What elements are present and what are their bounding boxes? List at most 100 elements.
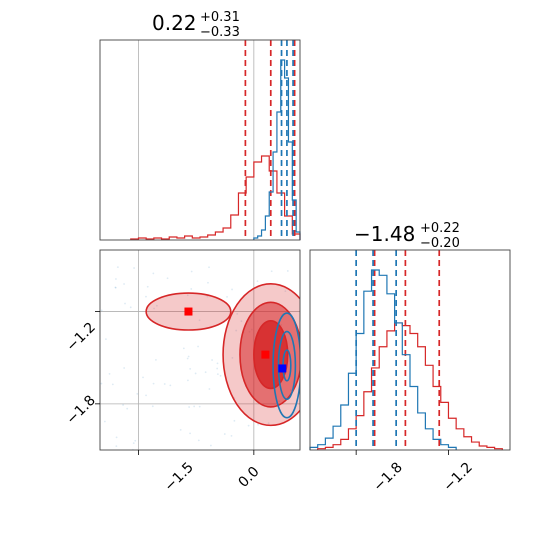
scatter-point (122, 404, 124, 406)
joint-contour-panel (95, 249, 301, 455)
marginal-x-title-value: 0.22 (152, 11, 197, 35)
scatter-point (186, 357, 189, 360)
marginal-y-title-lower: −0.20 (420, 236, 460, 251)
joint-y-tick-label: −1.2 (64, 319, 99, 354)
scatter-point (231, 288, 233, 291)
scatter-point (105, 338, 107, 341)
scatter-point (123, 367, 126, 369)
scatter-point (194, 372, 197, 375)
scatter-point (187, 379, 189, 382)
marker-red (184, 307, 193, 316)
scatter-point (230, 434, 233, 437)
scatter-point (114, 286, 117, 289)
scatter-point (190, 270, 193, 273)
scatter-point (235, 329, 238, 332)
scatter-point (210, 444, 212, 447)
scatter-point (124, 302, 126, 305)
marker-blue (278, 364, 287, 373)
scatter-point (126, 407, 129, 410)
scatter-point (100, 382, 103, 385)
scatter-point (108, 372, 111, 375)
scatter-point (145, 394, 147, 397)
joint-x-tick-label: 0.0 (236, 464, 263, 491)
panel-frame (99, 249, 301, 451)
scatter-point (152, 272, 155, 275)
scatter-point (188, 406, 191, 408)
scatter-point (240, 320, 243, 323)
scatter-point (216, 367, 219, 370)
scatter-point (204, 371, 207, 374)
scatter-point (123, 283, 125, 285)
scatter-point (197, 345, 199, 348)
scatter-point (152, 382, 155, 385)
scatter-point (115, 436, 118, 439)
scatter-point (198, 319, 201, 322)
scatter-point (198, 405, 201, 408)
scatter-point (146, 285, 149, 288)
marginal-y-tick-label: −1.8 (371, 459, 406, 494)
joint-contents (100, 266, 300, 450)
panel-frame (99, 39, 301, 241)
scatter-point (189, 432, 191, 435)
marginal-x-histogram (99, 39, 301, 241)
scatter-point (233, 419, 236, 422)
joint-y-tick-label: −1.8 (64, 392, 99, 427)
scatter-point (136, 392, 139, 395)
scatter-point (206, 295, 209, 298)
scatter-point (256, 280, 259, 283)
scatter-point (133, 267, 135, 269)
marginal-y-title-value: −1.48 (354, 222, 415, 246)
scatter-point (286, 270, 289, 272)
scatter-point (216, 373, 219, 376)
contour-blue-level (272, 312, 300, 419)
scatter-point (169, 384, 172, 387)
scatter-point (193, 405, 196, 408)
scatter-point (163, 383, 166, 385)
scatter-point (247, 424, 250, 427)
scatter-point (103, 420, 106, 423)
scatter-point (208, 266, 210, 269)
scatter-point (129, 306, 132, 309)
scatter-point (142, 376, 144, 379)
scatter-point (211, 359, 213, 361)
histogram-red (130, 155, 301, 240)
scatter-point (182, 347, 185, 350)
scatter-point (155, 304, 158, 307)
marginal-x-title-lower: −0.33 (200, 25, 240, 40)
scatter-point (231, 357, 234, 359)
scatter-point (226, 295, 228, 298)
scatter-point (257, 423, 260, 426)
histogram-blue (309, 269, 457, 450)
marginal-x-title-upper: +0.31 (200, 10, 240, 25)
scatter-point (155, 358, 157, 361)
scatter-point (219, 374, 222, 377)
scatter-point (216, 362, 219, 365)
scatter-point (153, 307, 155, 310)
scatter-point (207, 281, 209, 284)
panel-frame (309, 249, 511, 451)
scatter-point (186, 294, 189, 297)
scatter-point (197, 439, 200, 442)
scatter-point (111, 383, 114, 386)
scatter-point (208, 388, 211, 390)
scatter-point (190, 288, 193, 290)
marginal-y-histogram (309, 249, 511, 455)
scatter-point (114, 286, 117, 289)
scatter-point (189, 367, 192, 370)
scatter-point (134, 439, 137, 442)
scatter-point (145, 295, 147, 298)
marginal-y-tick-label: −1.2 (441, 459, 476, 494)
scatter-point (115, 278, 117, 280)
histogram-red (317, 322, 503, 450)
marginal-y-title-upper: +0.22 (420, 221, 460, 236)
scatter-point (270, 270, 273, 273)
scatter-point (166, 277, 169, 280)
scatter-point (187, 355, 190, 358)
scatter-point (100, 309, 103, 312)
marker-red (261, 350, 270, 359)
scatter-point (179, 428, 182, 431)
scatter-point (151, 405, 154, 408)
scatter-point (267, 422, 270, 425)
scatter-point (284, 290, 287, 293)
